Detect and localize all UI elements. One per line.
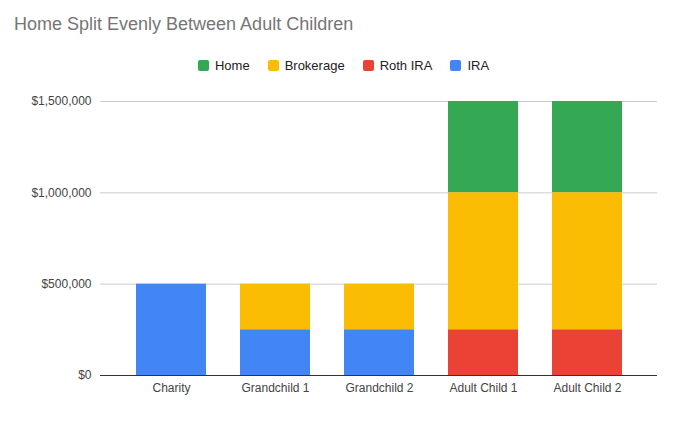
html-text:Home: Home	[215, 58, 250, 73]
svg-text:Charity: Charity	[152, 381, 190, 395]
html-text:Roth IRA: Roth IRA	[379, 58, 433, 73]
svg-text:Grandchild 2: Grandchild 2	[345, 381, 413, 395]
svg-text:Grandchild 1: Grandchild 1	[241, 381, 309, 395]
svg-text:Adult Child 2: Adult Child 2	[553, 381, 621, 395]
svg-text:$1,500,000: $1,500,000	[31, 94, 91, 108]
svg-text:$1,000,000: $1,000,000	[31, 186, 91, 200]
html-text:IRA: IRA	[467, 58, 489, 73]
html-text:Brokerage: Brokerage	[284, 58, 345, 73]
html-text:Home Split Evenly Between Adul: Home Split Evenly Between Adult Children	[14, 14, 354, 34]
svg-text:$0: $0	[78, 368, 92, 382]
svg-text:$500,000: $500,000	[41, 277, 91, 291]
svg-text:Adult Child 1: Adult Child 1	[449, 381, 517, 395]
